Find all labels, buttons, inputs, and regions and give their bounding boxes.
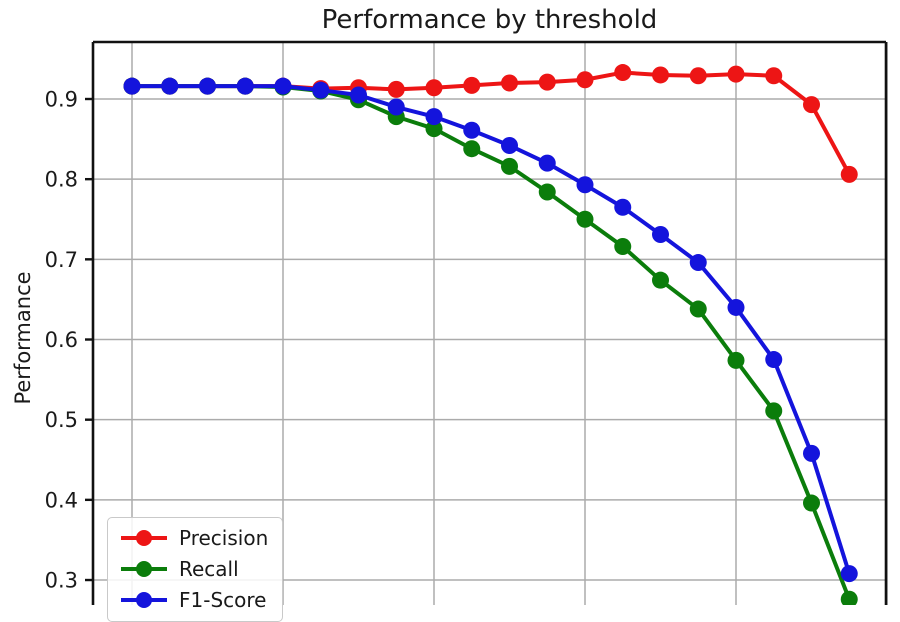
data-point	[387, 80, 405, 98]
plot-area: 0.9 0.8 0.7 0.6 0.5 0.4 0.3	[45, 40, 888, 605]
data-point	[501, 136, 518, 154]
legend-item-recall: Recall	[118, 553, 268, 584]
data-point	[840, 565, 858, 583]
data-point	[765, 351, 783, 369]
data-point	[576, 210, 594, 228]
data-point	[236, 77, 254, 95]
y-tick-label: 0.8	[45, 168, 78, 192]
data-point	[538, 154, 556, 172]
data-point	[274, 77, 292, 95]
data-point	[840, 165, 858, 183]
data-point	[463, 140, 481, 158]
legend-item-precision: Precision	[118, 522, 268, 553]
data-point	[689, 300, 707, 318]
data-point	[387, 98, 405, 116]
y-tick-label: 0.7	[45, 248, 78, 272]
data-point	[840, 590, 858, 605]
data-point	[538, 73, 556, 91]
legend-line-sample	[121, 560, 167, 577]
data-point	[538, 183, 556, 201]
data-point	[350, 86, 367, 104]
legend-label: Precision	[179, 525, 269, 550]
data-point	[501, 74, 518, 92]
precision-series	[123, 64, 858, 183]
f1-score-series	[123, 77, 858, 583]
data-point	[803, 96, 820, 114]
data-point	[463, 121, 481, 139]
legend-label: F1-Score	[179, 587, 267, 612]
data-point	[425, 108, 443, 126]
data-point	[425, 79, 443, 97]
data-point	[501, 157, 518, 175]
data-point	[689, 254, 707, 272]
data-point	[765, 67, 783, 85]
legend-line-sample	[121, 591, 167, 608]
data-point	[689, 67, 707, 85]
data-point	[614, 64, 632, 82]
data-point	[652, 271, 669, 289]
data-point	[199, 77, 216, 95]
y-tick-label: 0.5	[45, 408, 78, 432]
data-point	[727, 298, 745, 316]
data-point	[312, 81, 330, 99]
data-point	[652, 225, 669, 243]
data-point	[614, 198, 632, 216]
data-point	[463, 76, 481, 94]
y-ticks: 0.9 0.8 0.7 0.6 0.5 0.4 0.3	[45, 88, 93, 593]
data-point	[765, 402, 783, 420]
y-tick-label: 0.6	[45, 328, 78, 352]
data-point	[727, 351, 745, 369]
data-point	[161, 77, 179, 95]
data-point	[727, 65, 745, 83]
y-tick-label: 0.3	[45, 569, 78, 593]
data-point	[425, 120, 443, 138]
y-tick-label: 0.4	[45, 488, 78, 512]
gridlines	[93, 42, 888, 605]
data-point	[576, 176, 594, 194]
data-point	[803, 444, 820, 462]
data-point	[576, 71, 594, 89]
legend-item-f1-score: F1-Score	[118, 584, 268, 615]
data-point	[803, 494, 820, 512]
legend-label: Recall	[179, 556, 239, 581]
chart-title: Performance by threshold	[321, 5, 658, 35]
y-tick-label: 0.9	[45, 88, 78, 112]
data-point	[614, 238, 632, 256]
data-point	[123, 77, 141, 95]
axes-spines	[91, 40, 888, 605]
legend: Precision Recall F1-Score	[107, 517, 284, 622]
legend-line-sample	[121, 529, 167, 546]
data-point	[652, 66, 669, 84]
